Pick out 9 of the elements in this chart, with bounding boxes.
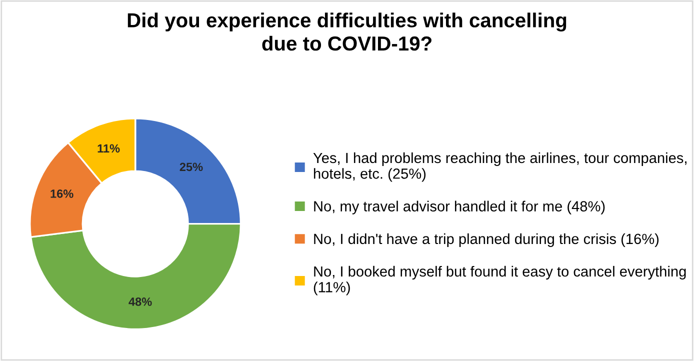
legend-label: No, I booked myself but found it easy to cancel everything (11%) bbox=[314, 266, 686, 296]
legend-label: Yes, I had problems reaching the airlines, tour companies, hotels, etc. (25%) bbox=[313, 152, 686, 182]
data-label: 16% bbox=[50, 190, 74, 198]
legend-label: No, my travel advisor handled it for me (48%) bbox=[314, 200, 605, 214]
data-label: 48% bbox=[128, 298, 152, 306]
chart-title: Did you experience difficulties with cancelling due to COVID-19? bbox=[128, 12, 566, 51]
legend-label: No, I didn't have a trip planned during the crisis (16%) bbox=[314, 233, 659, 247]
data-label: 25% bbox=[180, 162, 203, 172]
data-label: 11% bbox=[98, 144, 120, 153]
